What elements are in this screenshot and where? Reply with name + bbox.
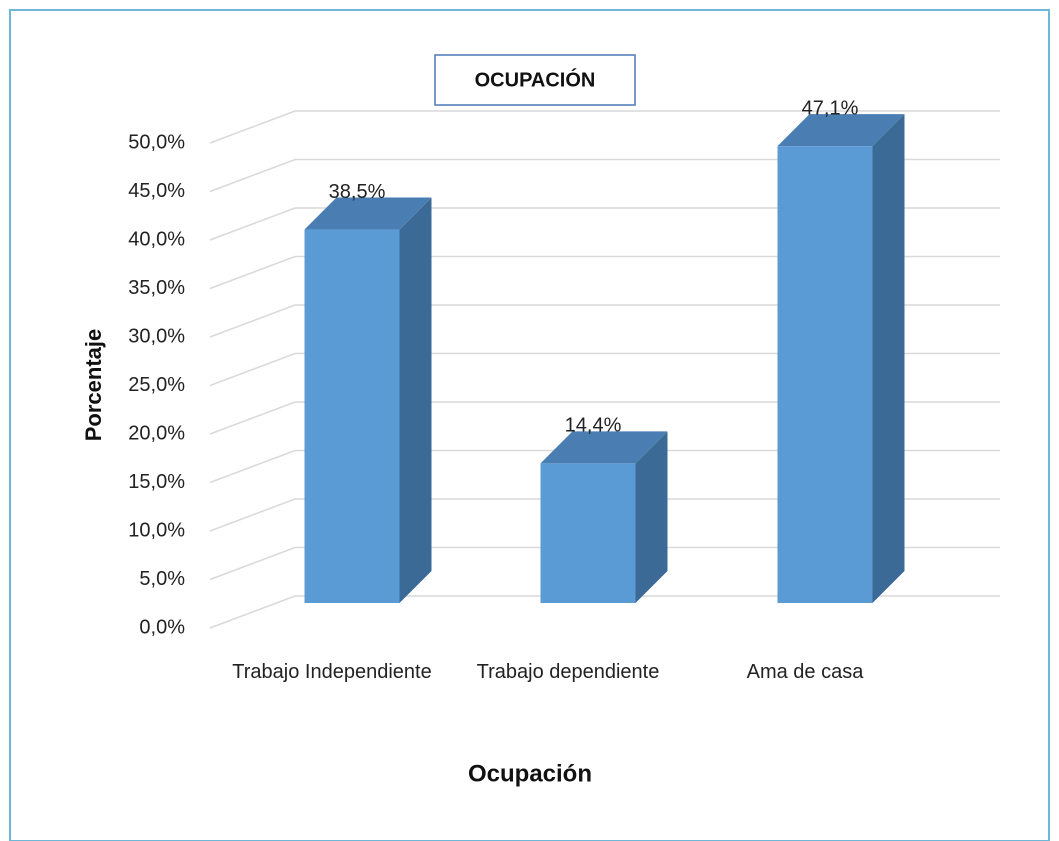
chart-title: OCUPACIÓN (475, 67, 596, 91)
grid-line (209, 449, 1000, 484)
grid-line (209, 110, 1000, 144)
grid-line (209, 207, 1000, 241)
y-tick-label: 10,0% (128, 519, 185, 541)
y-tick-label: 50,0% (128, 131, 185, 153)
bar-top (304, 197, 432, 230)
bar-top (540, 431, 668, 464)
bar (304, 229, 400, 604)
y-tick-label: 30,0% (128, 325, 185, 347)
y-tick-label: 45,0% (128, 180, 185, 202)
data-label: 14,4% (565, 415, 622, 437)
grid-line (209, 498, 1000, 532)
grid-line (209, 595, 1000, 629)
bar (777, 146, 873, 603)
y-tick-label: 15,0% (128, 471, 185, 493)
bar-side (635, 431, 668, 603)
y-tick-label: 20,0% (128, 422, 185, 444)
x-tick-label: Ama de casa (746, 661, 864, 683)
data-label: 38,5% (329, 181, 386, 203)
y-axis-title: Porcentaje (81, 329, 106, 442)
y-tick-label: 5,0% (139, 568, 185, 590)
x-tick-label: Trabajo Independiente (232, 661, 432, 683)
grid-line (209, 546, 1000, 581)
x-axis-title: Ocupación (468, 760, 592, 787)
bar (540, 463, 636, 603)
data-label: 47,1% (802, 97, 859, 119)
grid-line (209, 401, 1000, 435)
y-tick-label: 35,0% (128, 277, 185, 299)
grid-line (209, 255, 1000, 290)
grid-line (209, 158, 1000, 193)
grid-line (209, 352, 1000, 387)
title-box (434, 54, 636, 106)
bar-side (872, 114, 905, 603)
y-tick-label: 40,0% (128, 228, 185, 250)
grid-line (209, 304, 1000, 338)
y-tick-label: 0,0% (139, 616, 185, 638)
x-tick-label: Trabajo dependiente (476, 661, 660, 683)
y-tick-label: 25,0% (128, 374, 185, 396)
bar-top (777, 114, 905, 147)
bar-side (399, 197, 432, 604)
